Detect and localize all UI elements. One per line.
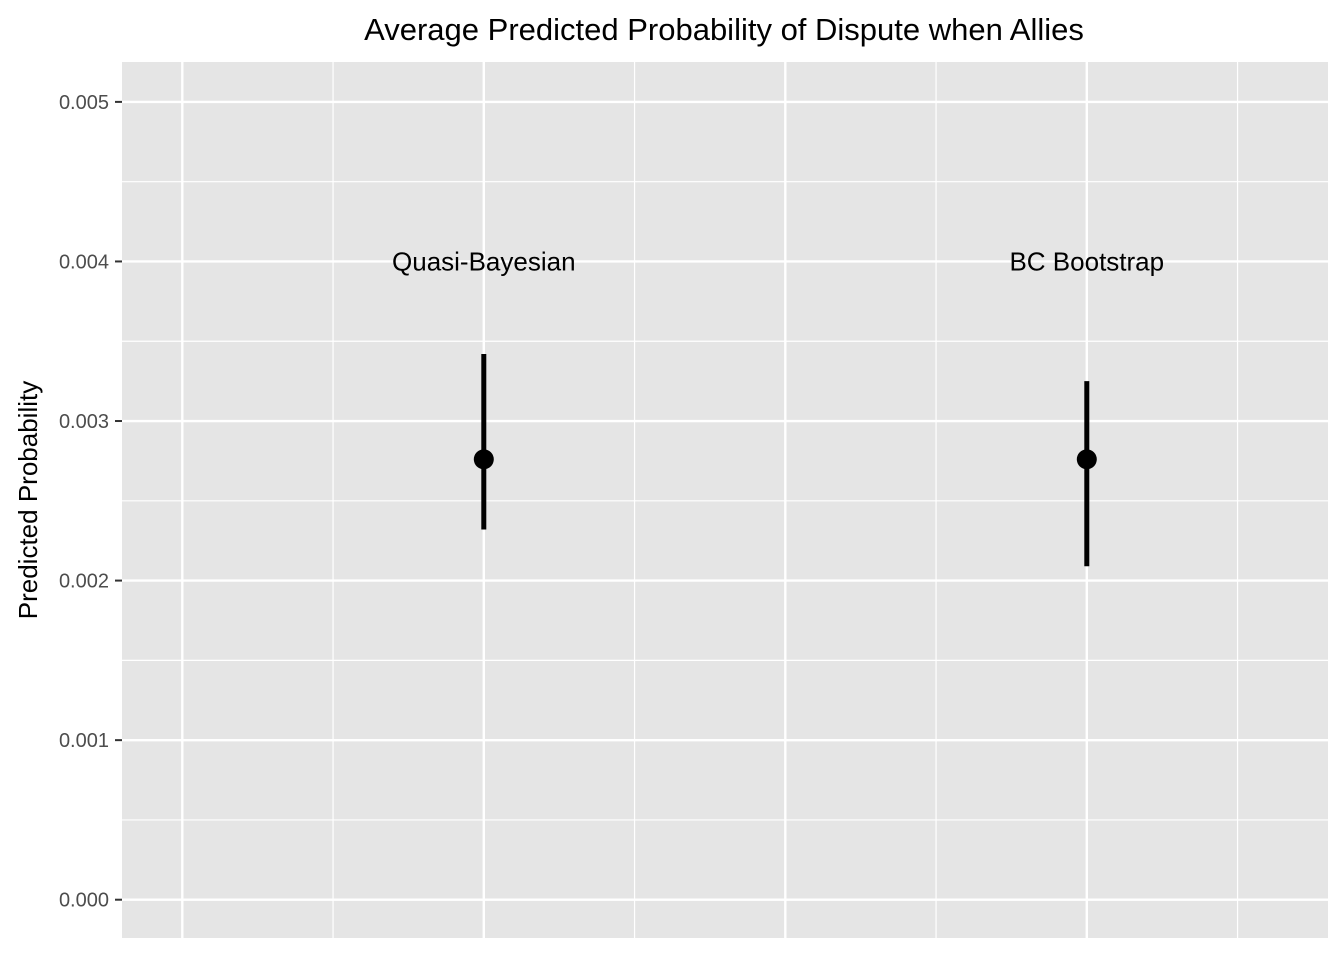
y-tick-label: 0.001 <box>59 730 109 752</box>
y-tick-label: 0.005 <box>59 92 109 114</box>
y-tick-label: 0.002 <box>59 571 109 593</box>
plot-panel <box>122 62 1328 938</box>
chart-title: Average Predicted Probability of Dispute… <box>364 12 1084 47</box>
point-label: BC Bootstrap <box>1009 246 1164 276</box>
points <box>473 449 1097 470</box>
point-label: Quasi-Bayesian <box>392 246 576 276</box>
data-point <box>1076 449 1097 470</box>
y-axis-label: Predicted Probability <box>13 381 43 619</box>
y-tick-label: 0.004 <box>59 251 109 273</box>
y-tick-label: 0.000 <box>59 890 109 912</box>
y-axis: 0.000 0.001 0.002 0.003 0.004 0.005 <box>59 92 122 912</box>
error-bars <box>481 354 1090 567</box>
y-tick-label: 0.003 <box>59 411 109 433</box>
data-point <box>473 449 494 470</box>
point-labels: Quasi-Bayesian BC Bootstrap <box>392 246 1164 276</box>
